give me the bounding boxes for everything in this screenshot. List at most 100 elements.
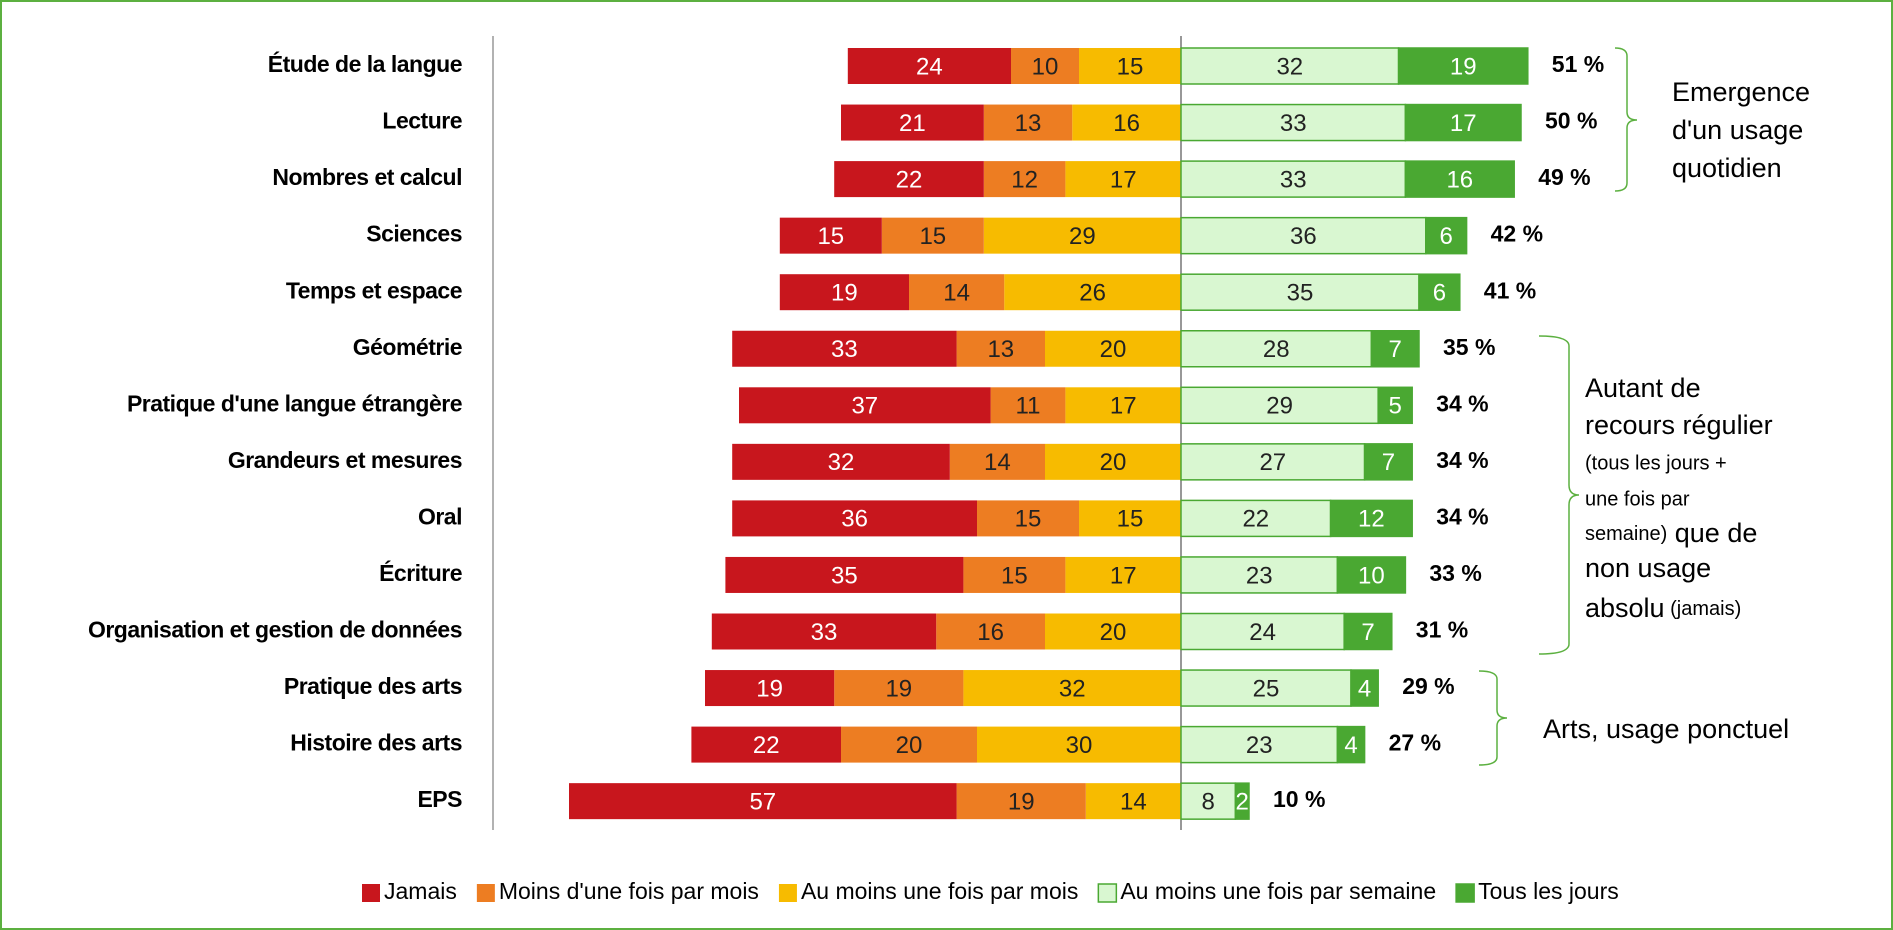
value-label: 32 <box>1059 675 1086 702</box>
value-label: 35 <box>1287 280 1314 307</box>
bar-segment <box>1180 782 1237 820</box>
value-label: 33 <box>831 336 858 363</box>
value-label: 28 <box>1263 336 1290 363</box>
value-label: 2 <box>1236 788 1249 815</box>
value-label: 10 <box>1032 53 1059 80</box>
value-label: 22 <box>1242 506 1269 533</box>
value-label: 19 <box>1008 788 1035 815</box>
value-label: 4 <box>1344 732 1357 759</box>
value-label: 19 <box>1450 53 1477 80</box>
bar-segment <box>1397 47 1529 85</box>
category-label: Pratique d'une langue étrangère <box>127 390 462 416</box>
value-label: 19 <box>885 675 912 702</box>
legend-swatch <box>476 884 495 902</box>
value-label: 22 <box>753 732 780 759</box>
legend-swatch <box>1455 883 1475 903</box>
bar-segment <box>983 161 1066 198</box>
annotation-text: semaine) que de <box>1585 518 1757 548</box>
annotation-text: Autant de <box>1585 373 1701 403</box>
annotation-text: d'un usage <box>1672 115 1803 145</box>
value-label: 17 <box>1110 166 1137 193</box>
bar-segment <box>1065 161 1181 198</box>
bar-segment <box>834 161 984 198</box>
category-label: Organisation et gestion de données <box>88 617 462 643</box>
bar-segment <box>841 104 984 141</box>
total-label: 50 % <box>1545 108 1597 134</box>
bar-segment <box>1404 160 1515 198</box>
value-label: 10 <box>1358 562 1385 589</box>
value-label: 25 <box>1253 675 1280 702</box>
value-label: 13 <box>987 336 1014 363</box>
bar-segment <box>1079 48 1181 84</box>
bar-segment <box>963 556 1066 593</box>
annotation-part: semaine) <box>1585 523 1667 545</box>
bar-segment <box>909 274 1005 311</box>
total-label: 51 % <box>1552 51 1604 77</box>
value-label: 15 <box>1117 53 1144 80</box>
legend-swatch <box>1097 883 1118 903</box>
category-label: Temps et espace <box>286 277 462 303</box>
total-label: 34 % <box>1436 390 1488 416</box>
total-label: 34 % <box>1436 447 1488 473</box>
value-label: 17 <box>1110 393 1137 420</box>
bracket <box>1478 670 1508 766</box>
bar-segment <box>983 217 1181 254</box>
value-label: 33 <box>811 619 838 646</box>
category-label: Géométrie <box>353 334 462 360</box>
bar-segment <box>1004 274 1181 311</box>
value-label: 20 <box>1100 619 1127 646</box>
annotation-text: une fois par <box>1585 488 1690 510</box>
value-label: 22 <box>896 166 923 193</box>
annotation-part: que de <box>1667 518 1757 548</box>
bar-segment <box>1045 443 1181 480</box>
bar-segment <box>779 217 882 254</box>
bar-segment <box>1085 783 1181 820</box>
value-label: 14 <box>943 280 970 307</box>
value-label: 21 <box>899 110 926 137</box>
value-label: 32 <box>828 449 855 476</box>
annotation-text: (tous les jours + <box>1585 452 1727 474</box>
value-label: 20 <box>1100 449 1127 476</box>
category-label: Sciences <box>366 221 462 247</box>
bar-segment <box>1336 725 1366 764</box>
bar-segment <box>732 330 957 367</box>
value-label: 8 <box>1202 788 1215 815</box>
value-label: 33 <box>1280 110 1307 137</box>
legend-label: Moins d'une fois par mois <box>499 878 759 904</box>
total-label: 33 % <box>1429 560 1481 586</box>
value-label: 30 <box>1066 732 1093 759</box>
bar-segment <box>1363 443 1413 481</box>
legend-label: Au moins une fois par semaine <box>1120 878 1436 904</box>
total-label: 41 % <box>1484 277 1536 303</box>
bar-segment <box>1377 386 1413 425</box>
value-label: 12 <box>1011 166 1038 193</box>
bar-segment <box>1180 47 1400 85</box>
total-label: 34 % <box>1436 503 1488 529</box>
total-label: 10 % <box>1273 786 1325 812</box>
total-label: 42 % <box>1491 221 1543 247</box>
bar-segment <box>1350 669 1379 707</box>
value-label: 7 <box>1389 336 1402 363</box>
annotation-part: absolu <box>1585 593 1665 623</box>
value-label: 24 <box>916 53 943 80</box>
category-label: Histoire des arts <box>290 730 462 756</box>
legend-label: Au moins une fois par mois <box>801 878 1078 904</box>
annotation-text: Arts, usage ponctuel <box>1543 714 1789 744</box>
value-label: 32 <box>1276 53 1303 80</box>
bar-segment <box>1234 782 1250 820</box>
bar-segment <box>732 443 950 480</box>
bar-segment <box>1011 48 1079 84</box>
bar-segment <box>779 274 909 311</box>
bracket <box>1614 47 1638 192</box>
bar-segment <box>1045 330 1181 367</box>
bar-segment <box>1336 556 1407 594</box>
total-label: 49 % <box>1538 164 1590 190</box>
bar-segment <box>1180 556 1339 594</box>
total-label: 31 % <box>1416 617 1468 643</box>
legend-swatch <box>778 884 797 902</box>
value-label: 20 <box>896 732 923 759</box>
bar-segment <box>1065 556 1181 593</box>
value-label: 15 <box>817 223 844 250</box>
value-label: 57 <box>749 788 776 815</box>
legend-label: Tous les jours <box>1478 878 1619 904</box>
